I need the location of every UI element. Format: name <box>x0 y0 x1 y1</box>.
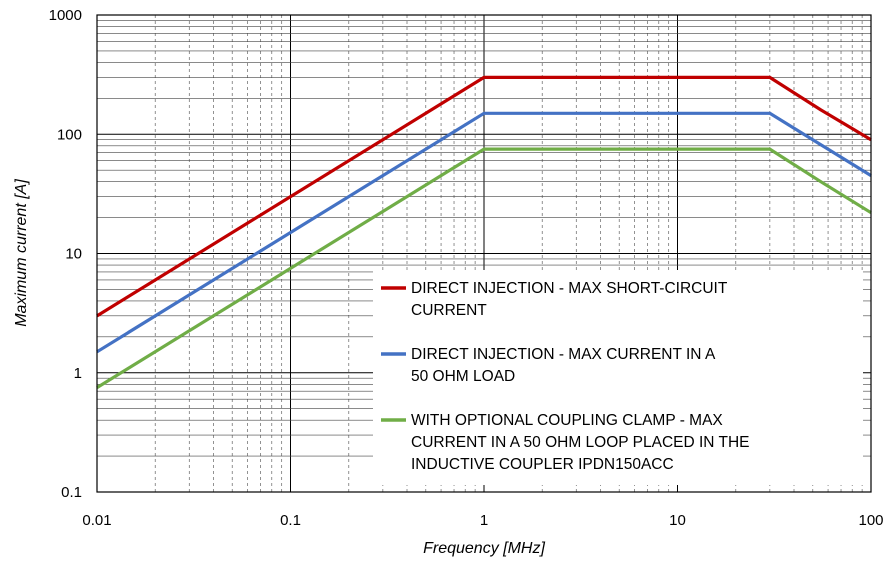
legend-label-2: 50 OHM LOAD <box>411 368 515 385</box>
series-line-1 <box>96 75 872 318</box>
legend-label-3: WITH OPTIONAL COUPLING CLAMP - MAX <box>411 412 723 429</box>
y-tick-label: 10 <box>65 246 82 263</box>
plot-frame <box>96 14 872 493</box>
y-axis-title: Maximum current [A] <box>13 179 30 327</box>
x-tick-label: 100 <box>858 512 883 529</box>
y-tick-label: 0.1 <box>61 484 82 501</box>
series-layer <box>96 75 872 389</box>
legend-label-1: DIRECT INJECTION - MAX SHORT-CIRCUIT <box>411 280 728 297</box>
x-tick-label: 0.01 <box>82 512 111 529</box>
x-tick-label: 1 <box>480 512 488 529</box>
legend-label-3: CURRENT IN A 50 OHM LOOP PLACED IN THE <box>411 434 750 451</box>
y-tick-label: 1 <box>74 365 82 382</box>
legend-label-2: DIRECT INJECTION - MAX CURRENT IN A <box>411 346 716 363</box>
legend-box <box>373 270 863 485</box>
x-tick-label: 0.1 <box>280 512 301 529</box>
y-tick-label: 1000 <box>49 7 82 24</box>
legend-label-3: INDUCTIVE COUPLER IPDN150ACC <box>411 456 674 473</box>
y-tick-label: 100 <box>57 126 82 143</box>
series-line-3 <box>96 147 872 389</box>
x-axis-title: Frequency [MHz] <box>423 540 545 557</box>
legend-label-1: CURRENT <box>411 302 487 319</box>
series-line-2 <box>96 111 872 354</box>
legend: DIRECT INJECTION - MAX SHORT-CIRCUIT CURR… <box>373 270 863 485</box>
x-tick-label: 10 <box>669 512 686 529</box>
